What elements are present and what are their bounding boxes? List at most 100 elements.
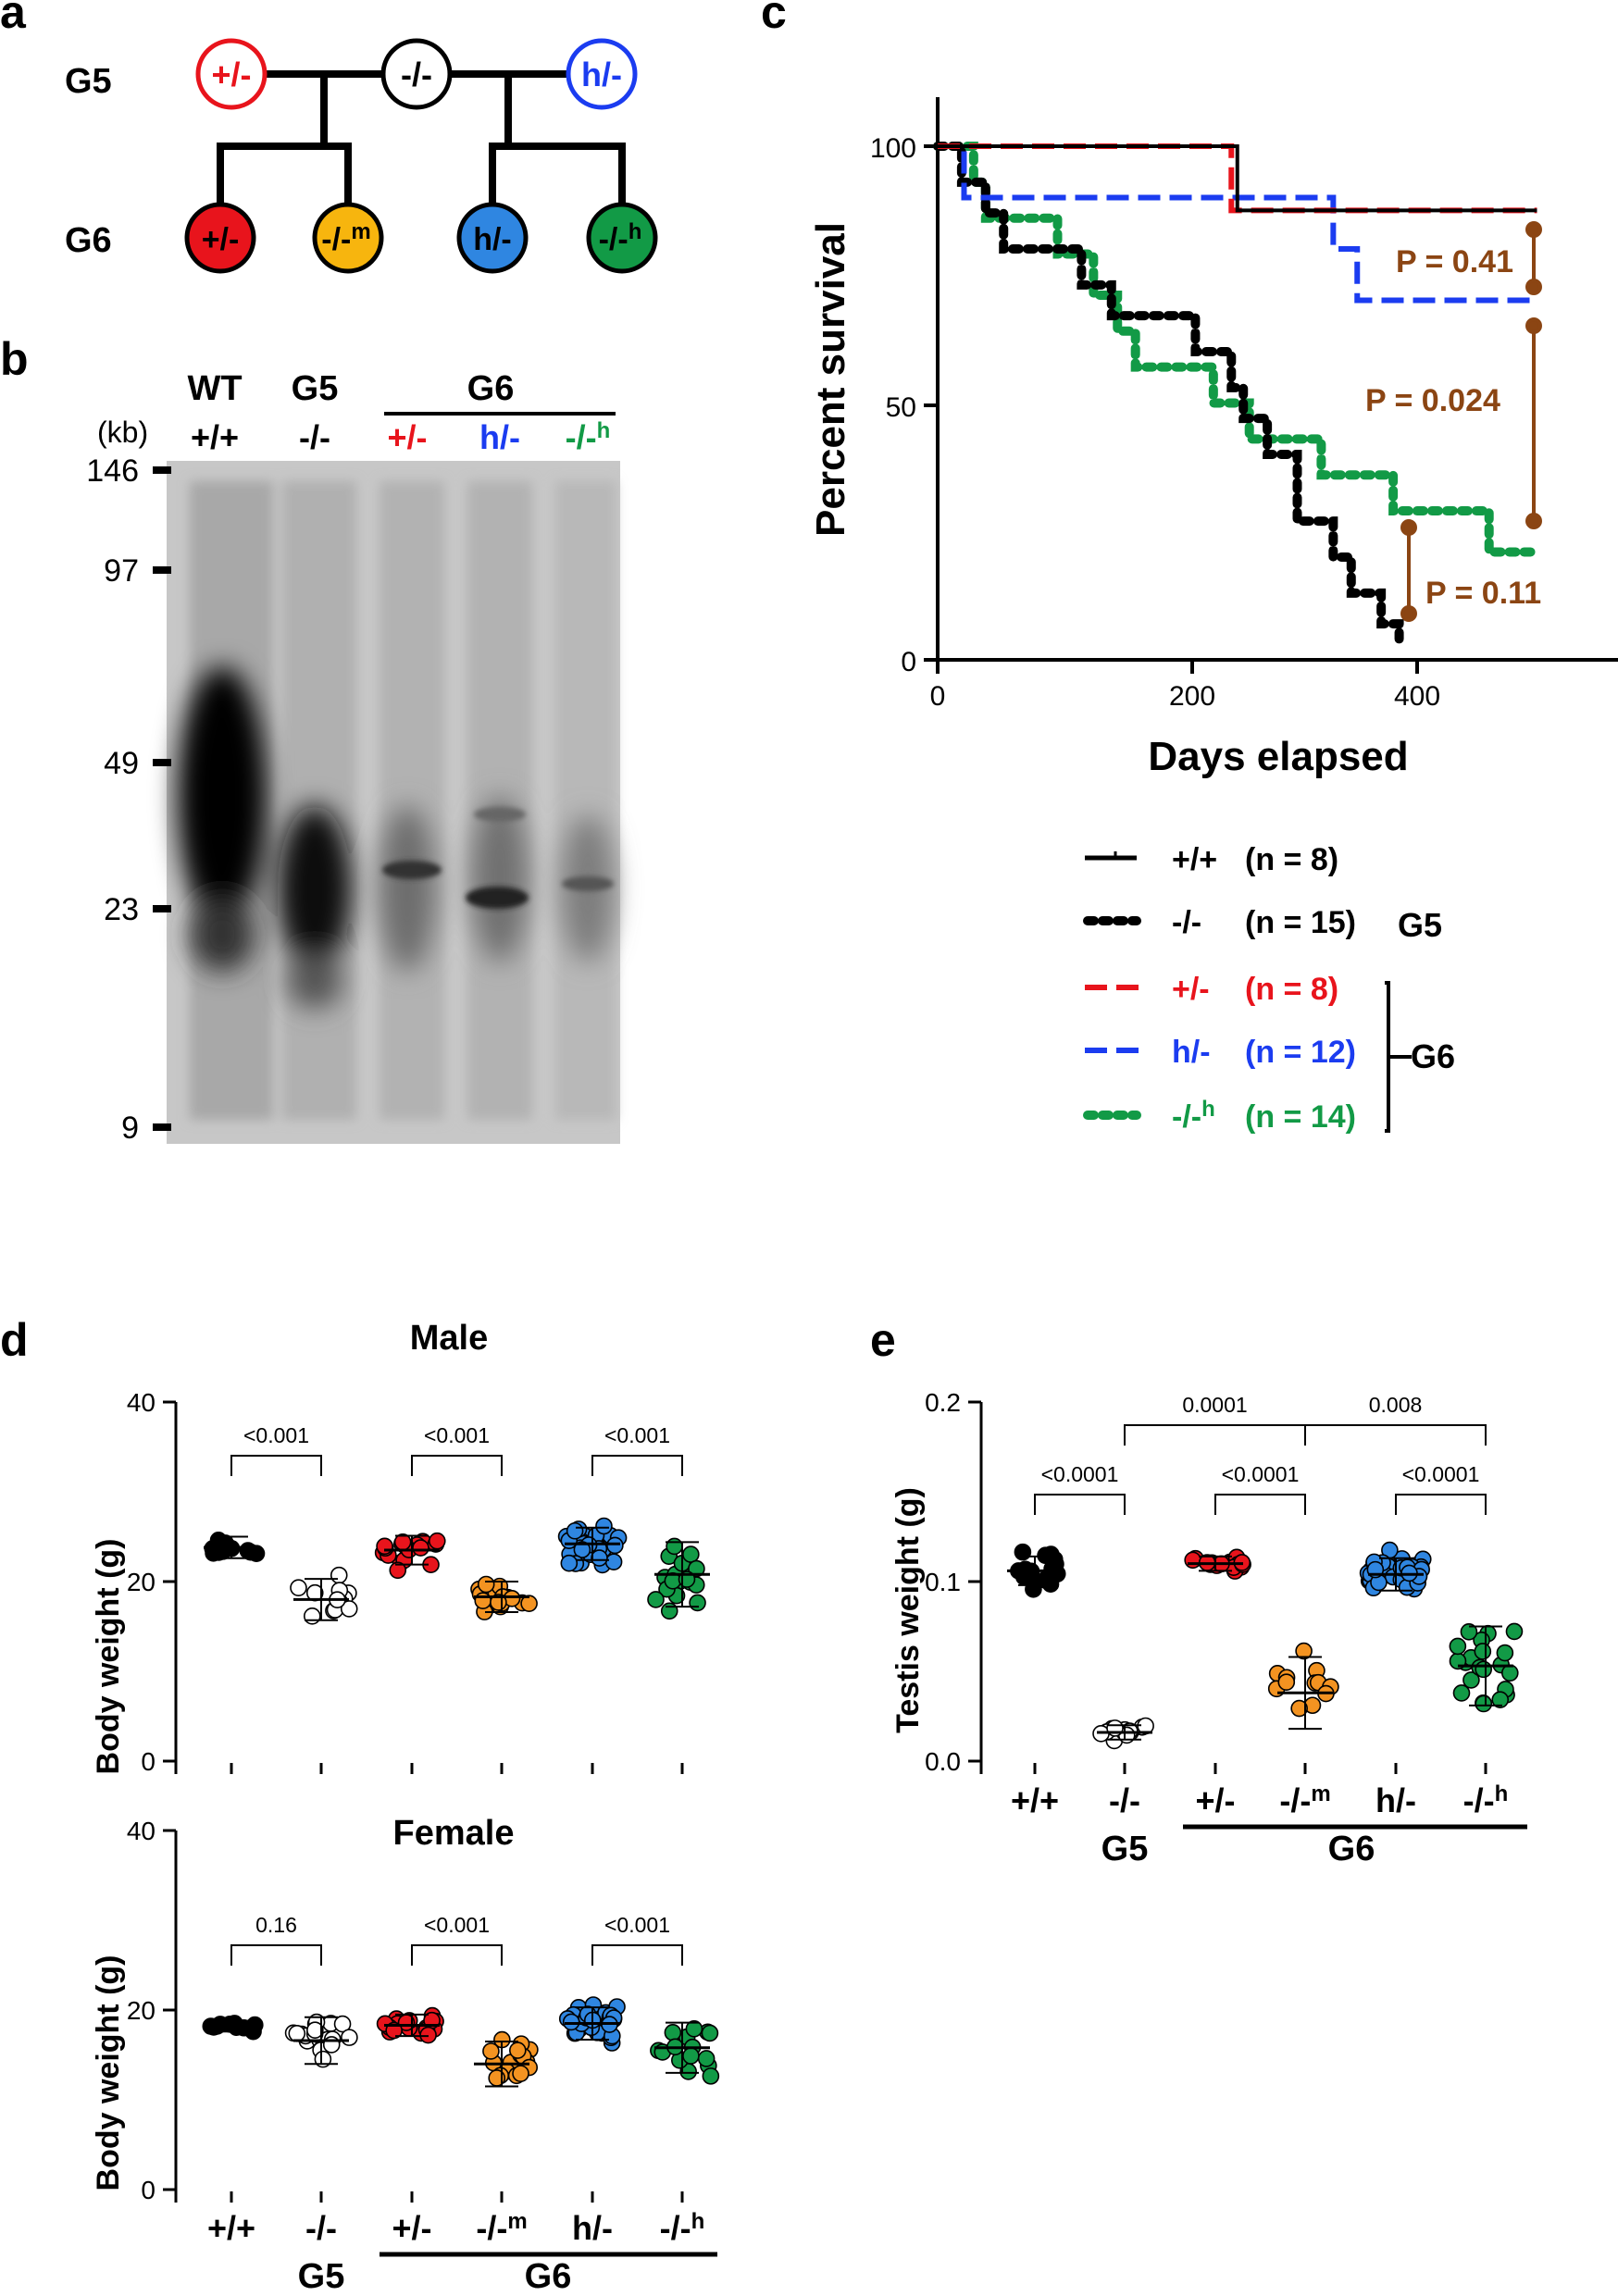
data-point xyxy=(1496,1644,1514,1662)
pedigree-node-g5-ko-label: -/- xyxy=(401,56,432,93)
female-x-labels: +/+ -/- +/- -/-m h/- -/-h G5 G6 xyxy=(207,2209,717,2296)
legend-group-g5: G5 xyxy=(1398,906,1442,944)
gel-panel: WT G5 G6 (kb) +/+ -/- +/- h/- -/-h xyxy=(86,369,620,1146)
panel-letter-b: b xyxy=(0,333,29,385)
pedigree-node-g6-het-label: +/- xyxy=(202,222,240,257)
legend-genotype: +/- xyxy=(1172,972,1210,1007)
gel-marker-label: 97 xyxy=(104,553,139,589)
x-category-label: +/- xyxy=(392,2209,431,2247)
x-category-label: +/- xyxy=(1195,1781,1235,1819)
group-label-g5: G5 xyxy=(1101,1830,1149,1868)
data-point xyxy=(1475,1660,1492,1679)
data-point xyxy=(1474,1643,1492,1660)
data-point xyxy=(1452,1684,1471,1702)
y-tick-label: 20 xyxy=(127,1996,156,2025)
pvalue-label: P = 0.11 xyxy=(1425,576,1541,611)
data-point xyxy=(1048,1565,1066,1582)
male-title: Male xyxy=(410,1319,488,1358)
data-point xyxy=(239,1542,257,1559)
x-category-label: -/-m xyxy=(1279,1781,1330,1819)
survival-plot: 100 50 0 0 200 400 Percent survival Days… xyxy=(808,97,1618,1135)
data-point xyxy=(205,1544,222,1562)
data-point xyxy=(376,1537,393,1556)
data-point xyxy=(573,1541,591,1558)
female-ylabel: Body weight (g) xyxy=(91,1955,126,2191)
legend-genotype: -/-h xyxy=(1172,1097,1215,1135)
data-point xyxy=(306,2021,324,2040)
legend-n: (n = 12) xyxy=(1245,1035,1356,1070)
p-value-label: <0.001 xyxy=(243,1423,309,1447)
significance-bracket xyxy=(1214,1494,1306,1515)
survival-xtick-label: 400 xyxy=(1394,681,1440,712)
legend-genotype: -/- xyxy=(1172,905,1201,940)
gel-lane-header-wt: WT xyxy=(187,369,242,408)
survival-ytick-label: 100 xyxy=(870,133,916,164)
testis-x-labels: +/+ -/- +/- -/-m h/- -/-h G5 G6 xyxy=(1011,1781,1527,1868)
data-point xyxy=(290,1579,307,1596)
x-category-label: -/- xyxy=(305,2209,337,2247)
p-value-label: <0.001 xyxy=(604,1423,670,1447)
y-tick-label: 0.2 xyxy=(925,1388,961,1417)
data-point xyxy=(604,1553,623,1570)
significance-bracket xyxy=(1304,1424,1487,1446)
significance-bracket xyxy=(411,1944,503,1966)
survival-ylabel: Percent survival xyxy=(808,222,853,537)
y-tick-label: 0 xyxy=(141,1747,156,1776)
data-point xyxy=(330,1566,348,1584)
y-tick-label: 0.0 xyxy=(925,1747,961,1776)
data-point xyxy=(1046,1550,1064,1569)
data-point xyxy=(701,2024,719,2042)
legend-n: (n = 8) xyxy=(1245,972,1338,1007)
male-ylabel: Body weight (g) xyxy=(91,1539,126,1775)
data-point xyxy=(1277,1673,1296,1691)
survival-series-line xyxy=(938,143,1537,304)
data-point xyxy=(288,2024,306,2042)
y-tick-label: 0 xyxy=(141,2176,156,2204)
y-tick-label: 0.1 xyxy=(925,1568,961,1596)
p-value-label: 0.008 xyxy=(1369,1393,1423,1417)
significance-bracket xyxy=(230,1455,322,1476)
testis-ylabel: Testis weight (g) xyxy=(890,1487,926,1733)
pedigree-node-g6-hum xyxy=(456,202,529,274)
data-point xyxy=(682,1545,700,1563)
data-point xyxy=(595,1517,613,1535)
panel-letter-a: a xyxy=(0,0,27,38)
gel-lane-genotype: -/- xyxy=(299,418,330,456)
gel-marker-label: 49 xyxy=(104,746,139,781)
data-point xyxy=(1014,1543,1032,1561)
pedigree-node-g6-het xyxy=(184,202,256,274)
gel-marker-label: 23 xyxy=(104,892,139,927)
data-point xyxy=(664,2024,682,2042)
survival-ticks xyxy=(924,144,1419,674)
significance-bracket xyxy=(1124,1424,1306,1446)
legend-n: (n = 14) xyxy=(1245,1099,1356,1135)
p-value-label: <0.001 xyxy=(424,1913,490,1937)
pedigree-node-g6-ko-m xyxy=(312,202,384,274)
panel-letter-e: e xyxy=(870,1314,896,1366)
data-point xyxy=(682,2047,700,2065)
legend-group-g6: G6 xyxy=(1411,1037,1455,1075)
data-point xyxy=(685,2020,703,2038)
data-point xyxy=(566,1521,584,1540)
p-value-label: <0.001 xyxy=(424,1423,490,1447)
data-point xyxy=(1184,1551,1201,1570)
x-category-label: -/-h xyxy=(660,2209,705,2247)
group-label-g6: G6 xyxy=(525,2257,572,2296)
survival-xtick-label: 200 xyxy=(1169,681,1215,712)
p-value-label: 0.0001 xyxy=(1182,1393,1247,1417)
data-point xyxy=(1290,1699,1308,1718)
p-value-label: 0.16 xyxy=(255,1913,297,1937)
p-value-label: <0.0001 xyxy=(1041,1462,1119,1486)
gel-lane-header-g6: G6 xyxy=(467,369,515,408)
data-point xyxy=(477,1575,495,1594)
data-point xyxy=(474,1592,492,1610)
panel-letter-c: c xyxy=(761,0,787,38)
x-category-label: +/+ xyxy=(207,2209,255,2247)
survival-legend: +/+ (n = 8) -/- (n = 15) G5 +/- (n = 8) … xyxy=(1083,842,1455,1135)
female-title: Female xyxy=(393,1814,515,1853)
pedigree-node-g6-hum-label: h/- xyxy=(473,222,512,257)
data-point xyxy=(1505,1622,1524,1641)
group-label-g6: G6 xyxy=(1328,1830,1375,1868)
gel-kb-label: (kb) xyxy=(97,416,148,449)
